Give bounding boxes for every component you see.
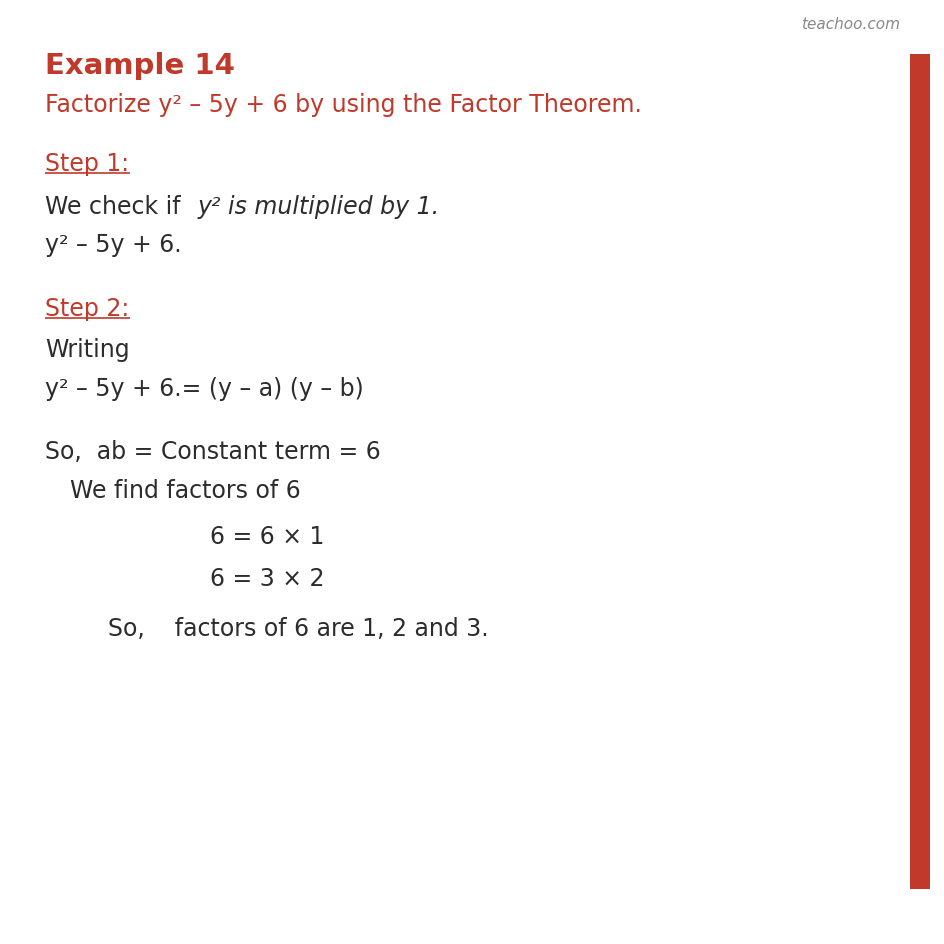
Text: Example 14: Example 14 bbox=[45, 52, 235, 80]
Bar bbox=[909, 55, 929, 889]
Text: y² – 5y + 6.: y² – 5y + 6. bbox=[45, 233, 181, 257]
Text: Factorize y² – 5y + 6 by using the Factor Theorem.: Factorize y² – 5y + 6 by using the Facto… bbox=[45, 93, 641, 117]
Text: Step 2:: Step 2: bbox=[45, 296, 129, 321]
Text: So,    factors of 6 are 1, 2 and 3.: So, factors of 6 are 1, 2 and 3. bbox=[108, 616, 488, 640]
Text: We find factors of 6: We find factors of 6 bbox=[70, 479, 300, 502]
Text: y² – 5y + 6.= (y – a) (y – b): y² – 5y + 6.= (y – a) (y – b) bbox=[45, 377, 363, 400]
Text: Step 1:: Step 1: bbox=[45, 152, 129, 176]
Text: We check if: We check if bbox=[45, 194, 188, 219]
Text: Writing: Writing bbox=[45, 338, 129, 362]
Text: y² is multiplied by 1.: y² is multiplied by 1. bbox=[198, 194, 440, 219]
Text: So,  ab = Constant term = 6: So, ab = Constant term = 6 bbox=[45, 440, 380, 464]
Text: 6 = 6 × 1: 6 = 6 × 1 bbox=[210, 525, 324, 548]
Text: teachoo.com: teachoo.com bbox=[801, 17, 899, 32]
Text: 6 = 3 × 2: 6 = 3 × 2 bbox=[210, 566, 324, 590]
